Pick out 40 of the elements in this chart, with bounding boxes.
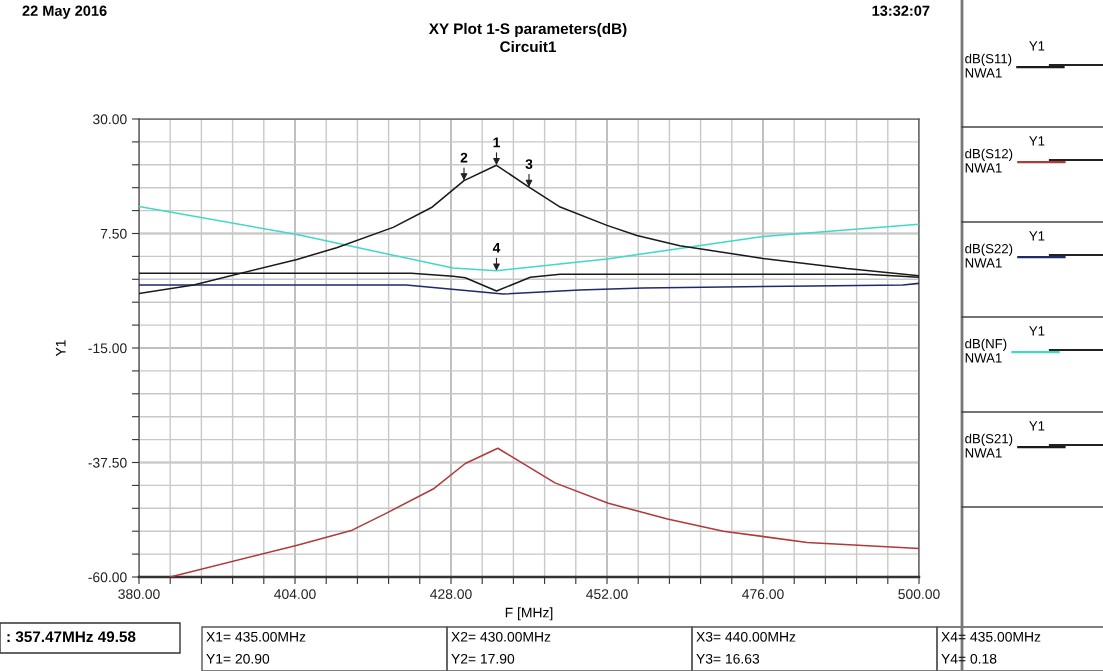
- text: X1= 435.00MHz: [206, 631, 306, 642]
- text: Y2= 17.90: [451, 653, 515, 664]
- text: Y3= 16.63: [696, 653, 760, 664]
- x-tick-label: 500.00: [898, 589, 940, 600]
- legend-label: dB(NF) NWA1: [965, 338, 1007, 363]
- text: Y1: [1029, 326, 1045, 336]
- chart-title: XY Plot 1-S parameters(dB): [428, 22, 627, 38]
- annotation: 3: [525, 159, 533, 170]
- annotation: 4: [492, 243, 501, 253]
- text: Y4= 0.18: [941, 653, 997, 664]
- x-tick-label: 380.00: [118, 589, 160, 600]
- text: Y1: [1029, 136, 1045, 146]
- x-tick-label: 428.00: [430, 589, 472, 600]
- x-tick-label: 452.00: [586, 589, 628, 600]
- y-tick-label: 30.00: [92, 114, 127, 125]
- text: X4= 435.00MHz: [941, 631, 1041, 642]
- text: : 357.47MHz 49.58: [7, 631, 136, 643]
- text: X2= 430.00MHz: [451, 631, 551, 642]
- y-tick-label: -37.50: [88, 457, 127, 468]
- text: 22 May 2016: [22, 5, 107, 19]
- legend-label: dB(S21) NWA1: [965, 433, 1013, 458]
- text: Y1= 20.90: [206, 653, 270, 664]
- text: Y1: [1029, 231, 1045, 241]
- annotation: 2: [460, 152, 468, 163]
- text: 13:32:07: [872, 5, 930, 16]
- y-tick-label: -60.00: [88, 572, 127, 583]
- y-tick-label: -15.00: [88, 343, 127, 354]
- annotation: 1: [493, 137, 500, 148]
- legend-label: dB(S12) NWA1: [965, 148, 1013, 173]
- y-tick-label: 7.50: [100, 228, 127, 239]
- legend-label: dB(S22) NWA1: [965, 243, 1013, 268]
- chart-subtitle: Circuit1: [500, 40, 557, 53]
- y-axis-title: Y1: [55, 340, 66, 357]
- text: Y1: [1029, 41, 1045, 51]
- legend-label: dB(S11) NWA1: [965, 53, 1012, 78]
- x-tick-label: 404.00: [274, 589, 316, 600]
- text: Y1: [1029, 421, 1045, 431]
- x-axis-title: F [MHz]: [505, 607, 553, 621]
- text: X3= 440.00MHz: [696, 631, 796, 642]
- x-tick-label: 476.00: [742, 589, 784, 600]
